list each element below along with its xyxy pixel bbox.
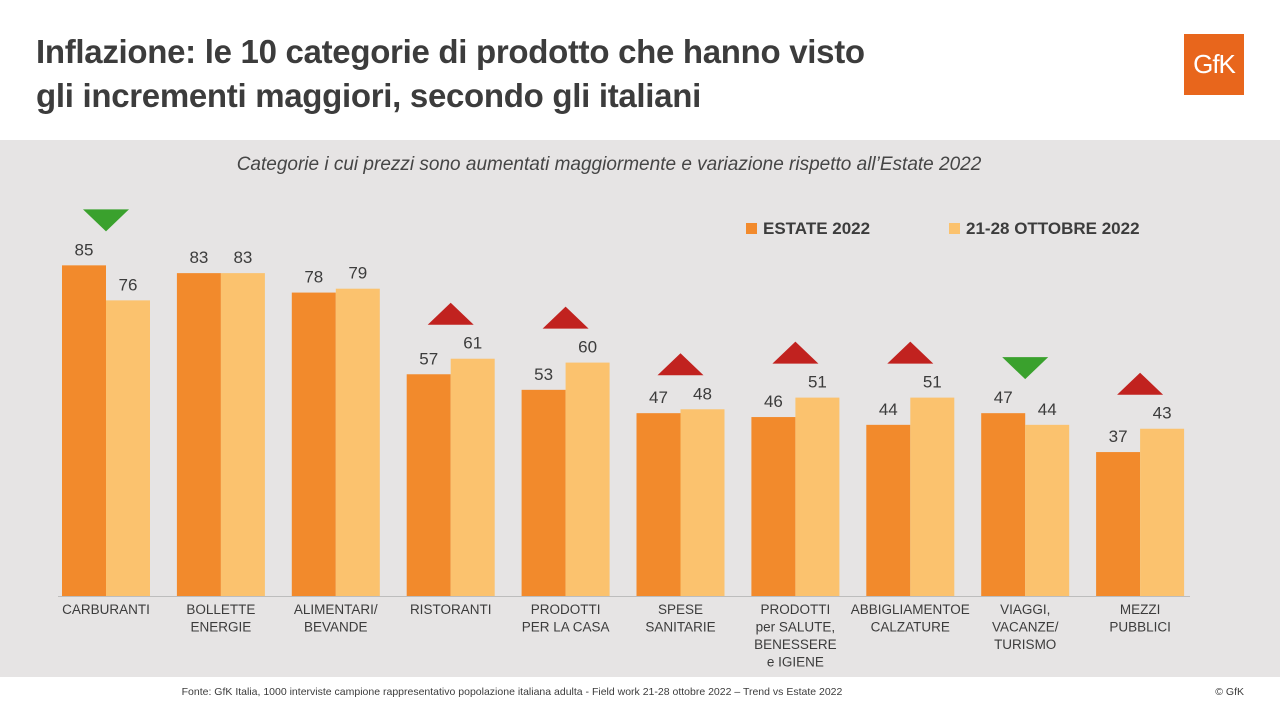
legend-swatch-series1	[746, 223, 757, 234]
data-label: 79	[348, 264, 367, 283]
data-label: 76	[119, 275, 138, 294]
data-label: 44	[1038, 400, 1057, 419]
data-label: 53	[534, 365, 553, 384]
trend-down-icon	[1002, 357, 1049, 380]
category-label: PRODOTTI	[531, 602, 601, 617]
data-label: 78	[304, 268, 323, 287]
bar-estate	[62, 265, 106, 596]
trend-up-icon	[657, 353, 704, 376]
category-label: VIAGGI,	[1000, 602, 1050, 617]
category-label: RISTORANTI	[410, 602, 492, 617]
data-label: 60	[578, 338, 597, 357]
chart-subtitle: Categorie i cui prezzi sono aumentati ma…	[236, 154, 982, 175]
trend-up-icon	[542, 306, 589, 329]
gfk-logo: GfK	[1184, 34, 1244, 95]
bar-estate	[406, 374, 451, 596]
category-label: ABBIGLIAMENTOE	[851, 602, 970, 617]
title-line-2: gli incrementi maggiori, secondo gli ita…	[36, 77, 701, 114]
bar-ottobre	[910, 397, 955, 596]
category-label: BOLLETTE	[186, 602, 255, 617]
trend-up-icon	[887, 341, 934, 364]
data-label: 85	[75, 240, 94, 259]
category-label: VACANZE/	[992, 620, 1059, 635]
trend-up-icon	[427, 302, 474, 325]
data-label: 47	[649, 388, 668, 407]
data-label: 51	[808, 373, 827, 392]
bar-estate	[981, 413, 1026, 596]
category-label: ENERGIE	[191, 620, 252, 635]
bar-estate	[291, 292, 336, 596]
category-label: TURISMO	[994, 637, 1056, 652]
category-label: MEZZI	[1120, 602, 1161, 617]
legend-label-series1: ESTATE 2022	[763, 219, 871, 238]
category-label: SPESE	[658, 602, 703, 617]
bar-estate	[521, 389, 566, 596]
data-label: 57	[419, 349, 438, 368]
bar-ottobre	[335, 288, 380, 596]
bar-estate	[176, 273, 221, 596]
data-label: 37	[1109, 427, 1128, 446]
bar-estate	[751, 417, 796, 596]
category-label: CALZATURE	[871, 620, 950, 635]
bar-ottobre	[795, 397, 840, 596]
data-label: 47	[994, 388, 1013, 407]
legend-swatch-series2	[949, 223, 960, 234]
category-label: e IGIENE	[767, 655, 824, 670]
bar-ottobre	[1140, 428, 1185, 596]
legend-item-ottobre: 21-28 OTTOBRE 2022	[949, 218, 1140, 240]
data-label: 83	[233, 248, 252, 267]
data-label: 61	[463, 334, 482, 353]
copyright: © GfK	[1215, 686, 1244, 698]
bar-estate	[866, 424, 911, 596]
category-label: ALIMENTARI/	[294, 602, 378, 617]
category-label: SANITARIE	[645, 620, 715, 635]
data-label: 51	[923, 373, 942, 392]
category-label: PUBBLICI	[1109, 620, 1171, 635]
legend-item-estate: ESTATE 2022	[746, 218, 870, 240]
category-label: per SALUTE,	[756, 620, 836, 635]
bar-estate	[636, 413, 681, 596]
category-label: PER LA CASA	[522, 620, 610, 635]
data-label: 44	[879, 400, 898, 419]
bar-estate	[1096, 452, 1141, 596]
trend-up-icon	[1117, 372, 1164, 395]
legend-label-series2: 21-28 OTTOBRE 2022	[966, 219, 1140, 238]
bar-ottobre	[220, 273, 265, 596]
bar-ottobre	[1025, 424, 1070, 596]
bar-ottobre	[106, 300, 150, 596]
source-note: Fonte: GfK Italia, 1000 interviste campi…	[181, 686, 843, 698]
data-label: 43	[1153, 404, 1172, 423]
trend-up-icon	[772, 341, 819, 364]
data-label: 48	[693, 384, 712, 403]
data-label: 46	[764, 392, 783, 411]
trend-down-icon	[83, 209, 129, 232]
bar-ottobre	[450, 358, 495, 596]
bar-ottobre	[680, 409, 725, 596]
category-label: BEVANDE	[304, 620, 368, 635]
page-title: Inflazione: le 10 categorie di prodotto …	[36, 30, 1136, 118]
category-label: BENESSERE	[754, 637, 837, 652]
title-line-1: Inflazione: le 10 categorie di prodotto …	[36, 33, 865, 70]
data-label: 83	[189, 248, 208, 267]
bar-ottobre	[565, 362, 610, 596]
category-label: CARBURANTI	[62, 602, 150, 617]
category-label: PRODOTTI	[761, 602, 831, 617]
